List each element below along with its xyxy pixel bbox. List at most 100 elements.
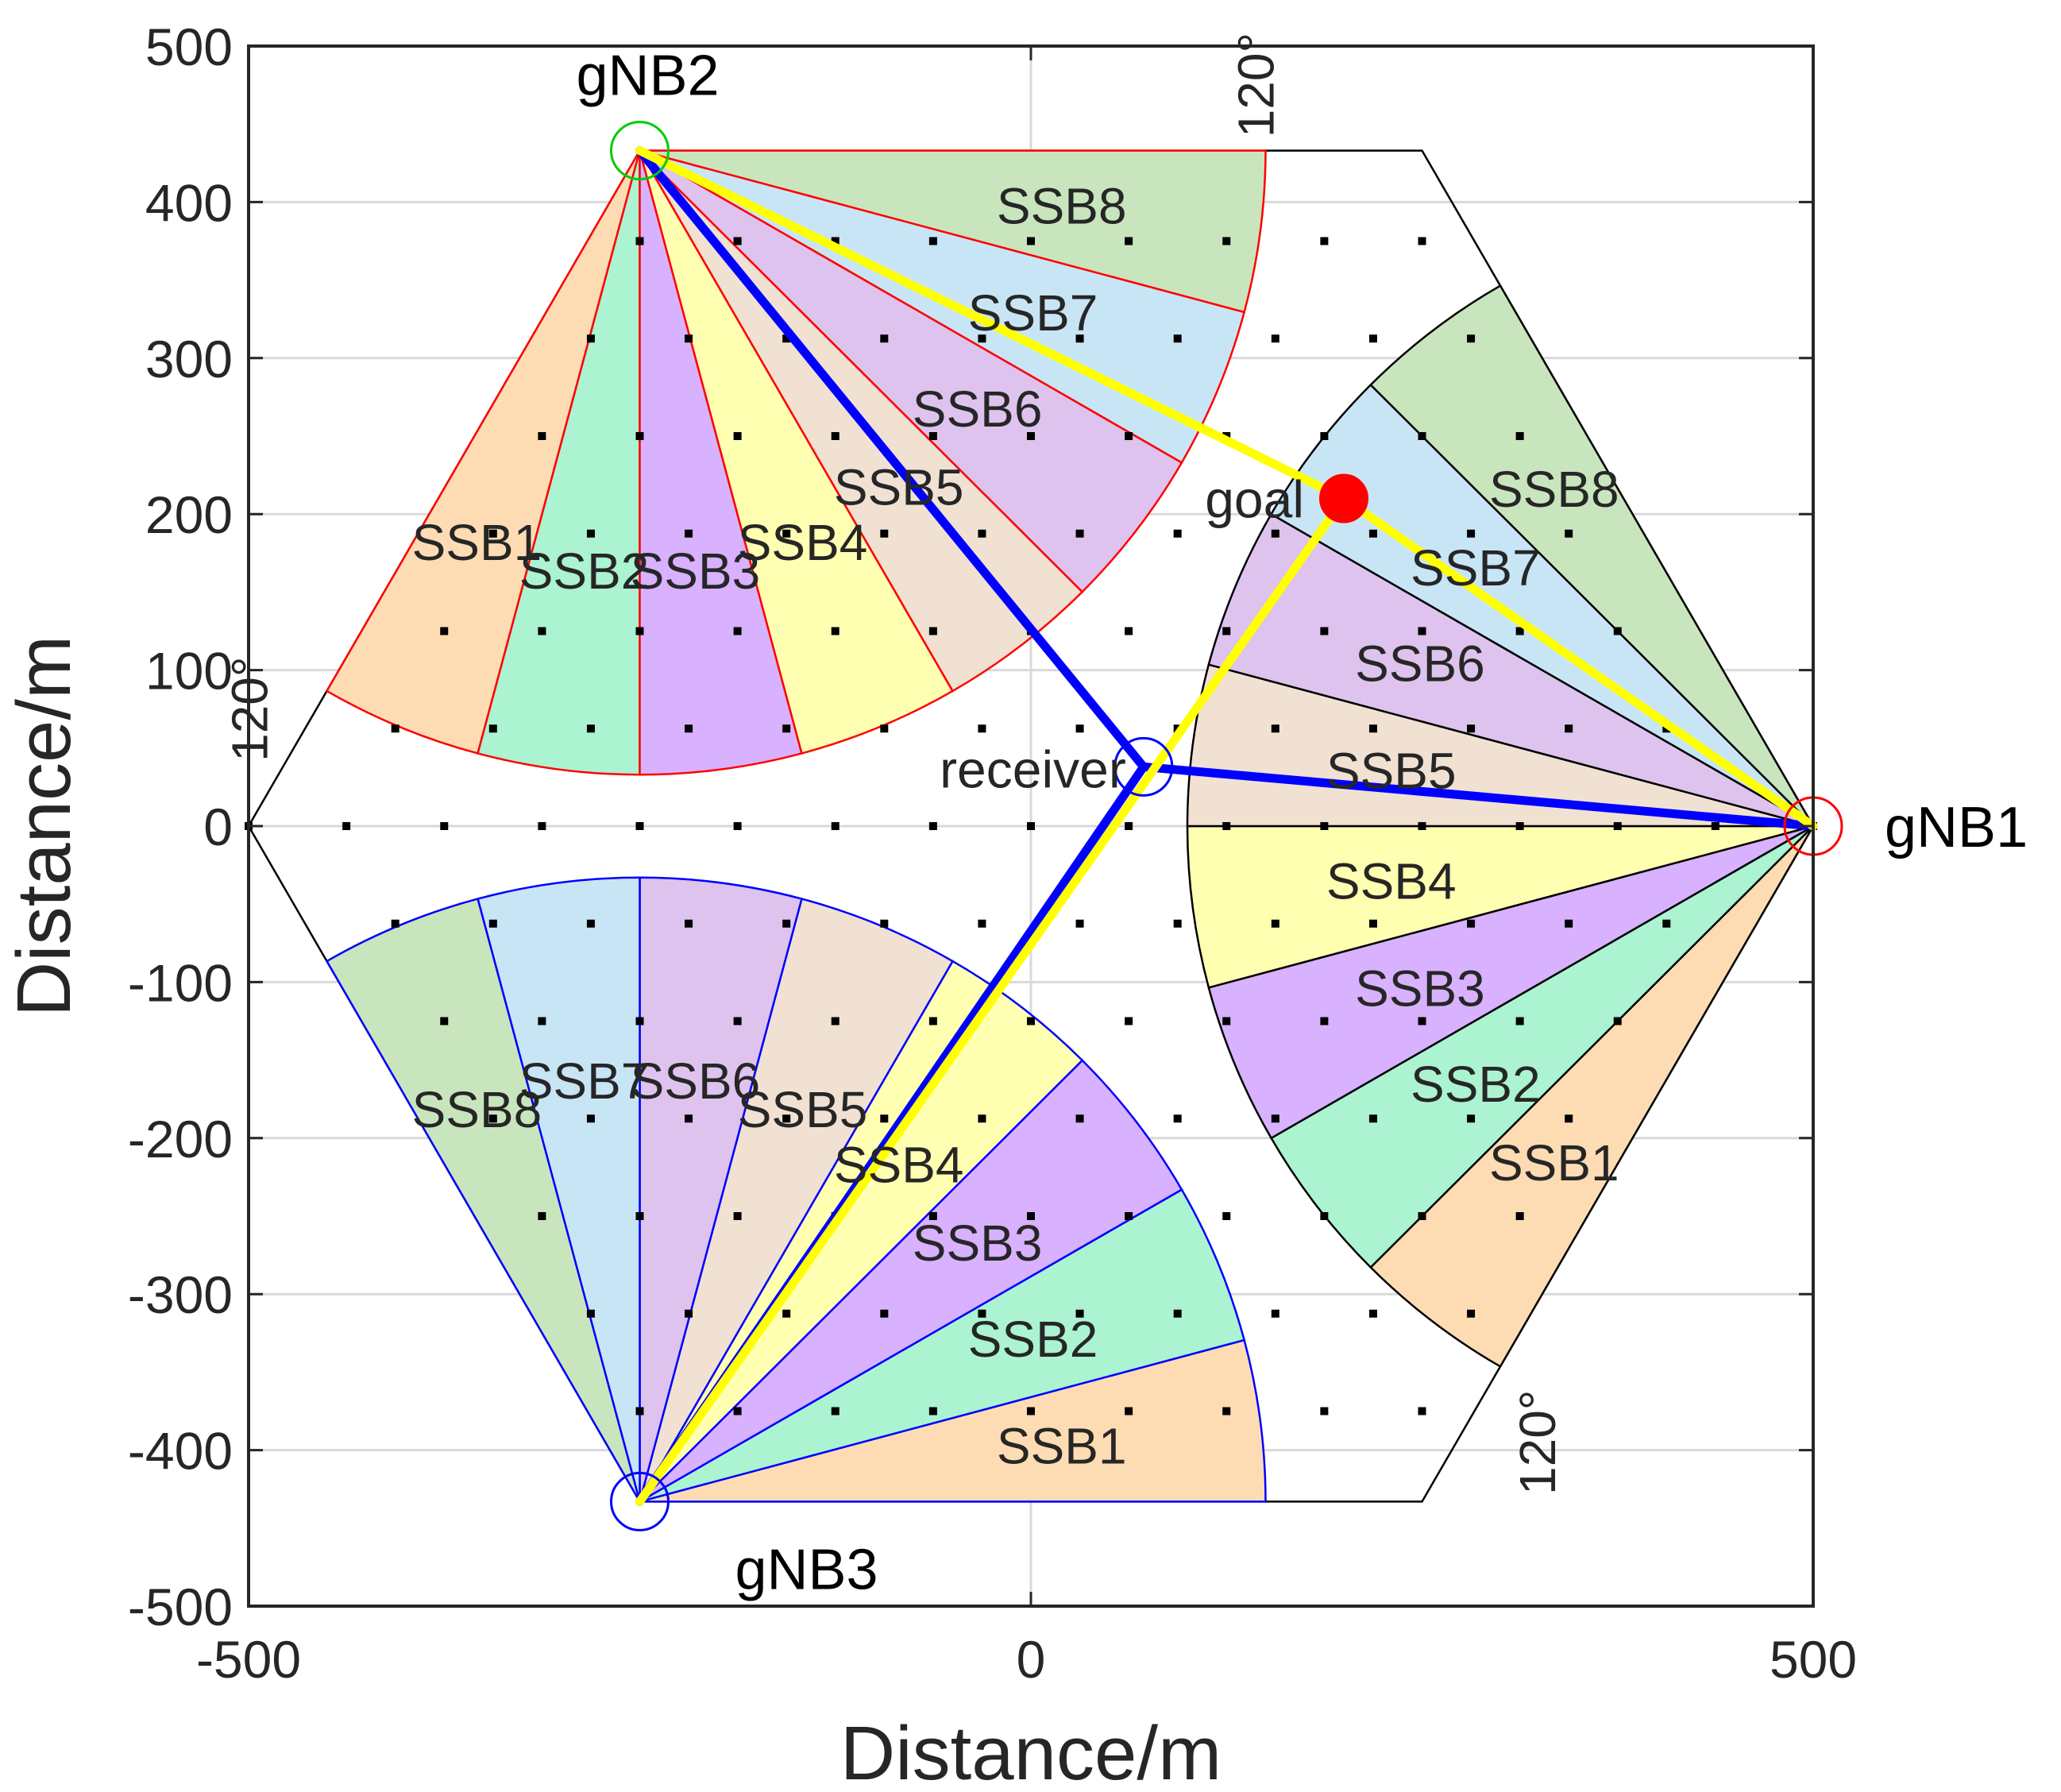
sample-point — [1368, 529, 1377, 538]
beam-sector-gNB2-SSB8 — [639, 149, 1267, 314]
sample-point — [1320, 627, 1329, 635]
sample-point — [1027, 432, 1035, 440]
sample-point — [1125, 822, 1133, 830]
sample-point — [831, 1407, 839, 1415]
y-tick-label: 100 — [145, 642, 233, 701]
goal-label: goal — [1205, 470, 1304, 529]
y-tick-label: -400 — [128, 1422, 233, 1481]
sample-point — [538, 1212, 546, 1220]
beam-label-gNB2-SSB1: SSB1 — [412, 514, 542, 571]
beam-sector-gNB1-SSB7 — [1269, 383, 1814, 828]
sample-point — [586, 529, 595, 538]
plot-area: SSB1SSB2SSB3SSB4SSB5SSB6SSB7SSB8120°SSB1… — [222, 33, 2028, 1608]
sample-point — [928, 1017, 937, 1025]
sample-point — [635, 1407, 644, 1415]
sample-point — [1271, 1114, 1279, 1123]
sample-point — [782, 919, 791, 928]
beam-label-gNB3-SSB4: SSB4 — [834, 1137, 964, 1194]
sample-point — [1271, 334, 1279, 343]
y-tick-label: 0 — [203, 798, 233, 856]
sample-point — [1368, 1309, 1377, 1318]
beam-label-gNB1-SSB8: SSB8 — [1489, 461, 1619, 518]
gnb-label-gNB3: gNB3 — [735, 1538, 878, 1601]
beam-label-gNB1-SSB5: SSB5 — [1326, 742, 1457, 799]
sample-point — [1515, 822, 1524, 830]
gnb-marker-gNB3 — [610, 1471, 670, 1531]
sample-point — [1711, 822, 1719, 830]
sample-point — [586, 919, 595, 928]
sample-point — [733, 1407, 742, 1415]
sample-point — [880, 724, 889, 733]
sample-point — [685, 1309, 693, 1318]
y-tick-label: 200 — [145, 485, 233, 544]
sample-point — [1027, 822, 1035, 830]
sample-point — [1320, 1407, 1329, 1415]
sample-point — [1075, 724, 1084, 733]
sample-point — [538, 822, 546, 830]
sample-point — [685, 334, 693, 343]
beam-sector-gNB3-SSB7 — [477, 876, 641, 1502]
beam-label-gNB2-SSB6: SSB6 — [913, 380, 1043, 438]
sample-point — [1467, 1309, 1476, 1318]
beam-label-gNB2-SSB8: SSB8 — [997, 177, 1127, 234]
sample-point — [1173, 919, 1182, 928]
y-tick-label: -300 — [128, 1265, 233, 1324]
sample-point — [1565, 529, 1573, 538]
sample-point — [1125, 627, 1133, 635]
sample-point — [391, 919, 399, 928]
sample-point — [978, 724, 986, 733]
gnb-marker-gNB2 — [610, 121, 670, 181]
sample-point — [733, 1017, 742, 1025]
beam-label-gNB1-SSB2: SSB2 — [1411, 1056, 1541, 1113]
sample-point — [831, 822, 839, 830]
sample-point — [538, 627, 546, 635]
sample-point — [733, 237, 742, 245]
y-tick-label: 500 — [145, 17, 233, 76]
sample-point — [733, 627, 742, 635]
sample-point — [1222, 1017, 1231, 1025]
receiver-label: receiver — [940, 740, 1126, 798]
beam-label-gNB2-SSB4: SSB4 — [738, 514, 868, 571]
sample-point — [586, 1309, 595, 1318]
x-tick-label: 0 — [1017, 1630, 1046, 1689]
y-tick-label: 300 — [145, 330, 233, 388]
sample-point — [831, 627, 839, 635]
beam-label-gNB3-SSB5: SSB5 — [738, 1081, 868, 1138]
sample-point — [685, 724, 693, 733]
sample-point — [978, 529, 986, 538]
sample-point — [928, 432, 937, 440]
sample-point — [1027, 1407, 1035, 1415]
sample-point — [440, 822, 449, 830]
sample-point — [1467, 919, 1476, 928]
sample-point — [1418, 1017, 1426, 1025]
sample-point — [1418, 432, 1426, 440]
sample-point — [538, 432, 546, 440]
beam-label-gNB2-SSB3: SSB3 — [631, 543, 761, 600]
sample-point — [978, 334, 986, 343]
sample-point — [635, 627, 644, 635]
sample-point — [1173, 334, 1182, 343]
beam-label-gNB3-SSB8: SSB8 — [412, 1081, 542, 1138]
sample-point — [1271, 919, 1279, 928]
angle-label-gNB1: 120° — [1509, 1390, 1566, 1495]
sample-point — [1418, 822, 1426, 830]
sample-point — [880, 1309, 889, 1318]
sample-point — [488, 724, 497, 733]
receiver-marker — [1113, 736, 1174, 797]
sample-point — [488, 529, 497, 538]
sample-point — [1075, 1309, 1084, 1318]
sample-point — [1173, 1309, 1182, 1318]
angle-label-gNB2: 120° — [1227, 33, 1284, 137]
sample-point — [1271, 1309, 1279, 1318]
sample-point — [1222, 1407, 1231, 1415]
sample-point — [880, 529, 889, 538]
sample-point — [1222, 627, 1231, 635]
sample-point — [1467, 724, 1476, 733]
sample-point — [1515, 1212, 1524, 1220]
sample-point — [782, 1309, 791, 1318]
sample-point — [1222, 822, 1231, 830]
beam-sectors — [325, 149, 1815, 1503]
sample-point — [1515, 1017, 1524, 1025]
beam-label-gNB1-SSB6: SSB6 — [1355, 635, 1485, 693]
